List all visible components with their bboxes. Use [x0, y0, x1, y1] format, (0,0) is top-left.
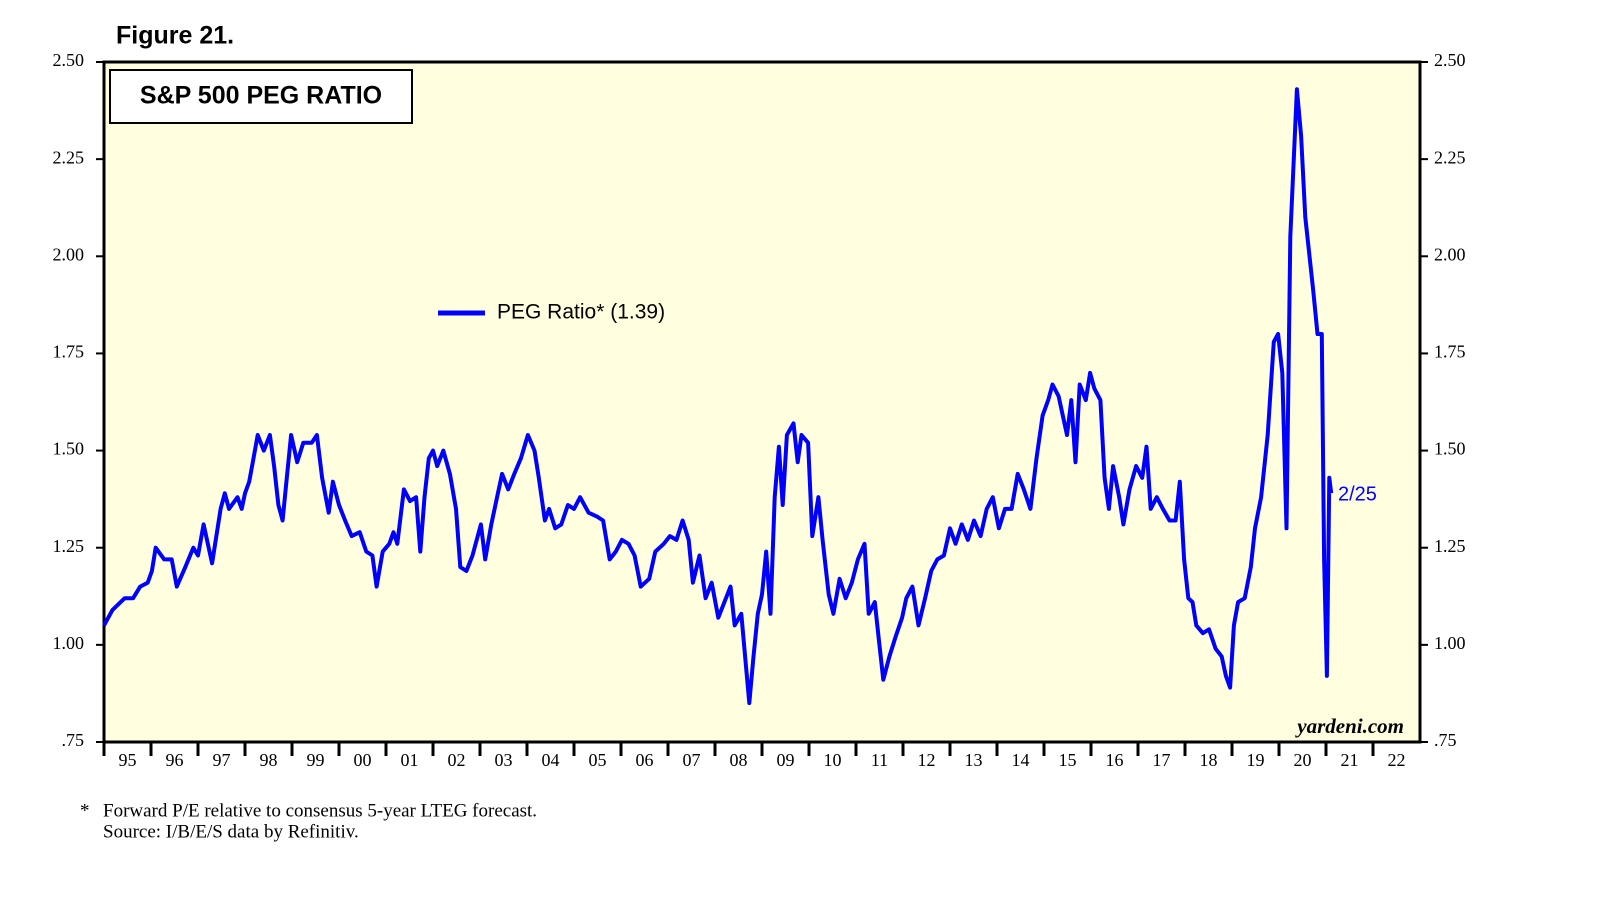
- x-tick-label: 09: [777, 750, 795, 770]
- y-tick-label: .75: [62, 730, 85, 750]
- legend-label: PEG Ratio* (1.39): [497, 301, 665, 324]
- y2-tick-label: 1.50: [1434, 439, 1466, 459]
- x-tick-label: 12: [918, 750, 936, 770]
- y2-tick-label: 1.75: [1434, 342, 1466, 362]
- x-tick-label: 99: [307, 750, 325, 770]
- y2-tick-label: .75: [1434, 730, 1457, 750]
- x-tick-label: 11: [871, 750, 888, 770]
- plot-area: [102, 60, 1422, 744]
- x-tick-label: 98: [260, 750, 278, 770]
- x-tick-label: 95: [119, 750, 137, 770]
- y2-tick-label: 2.00: [1434, 244, 1466, 264]
- x-tick-label: 21: [1341, 750, 1359, 770]
- x-tick-label: 00: [354, 750, 372, 770]
- x-tick-label: 02: [448, 750, 466, 770]
- x-tick-label: 01: [401, 750, 419, 770]
- footnote: Forward P/E relative to consensus 5-year…: [103, 800, 537, 821]
- x-tick-label: 13: [965, 750, 983, 770]
- footnote: Source: I/B/E/S data by Refinitiv.: [103, 821, 359, 842]
- y-tick-label: 1.75: [53, 342, 85, 362]
- y-tick-label: 2.50: [53, 50, 85, 70]
- x-tick-label: 06: [636, 750, 654, 770]
- x-tick-label: 07: [683, 750, 701, 770]
- x-tick-label: 05: [589, 750, 607, 770]
- line: [102, 87, 1334, 706]
- y2-tick-label: 1.25: [1434, 536, 1466, 556]
- y-tick-label: 2.00: [53, 244, 85, 264]
- x-tick-label: 03: [495, 750, 513, 770]
- watermark: yardeni.com: [1294, 714, 1404, 738]
- x-tick-label: 14: [1012, 750, 1030, 770]
- chart-title: S&P 500 PEG RATIO: [140, 82, 382, 110]
- y2-tick-label: 2.25: [1434, 147, 1466, 167]
- y-tick-label: 1.00: [53, 633, 85, 653]
- annotation: 2/25: [1338, 483, 1377, 505]
- x-tick-label: 18: [1200, 750, 1218, 770]
- x-tick-label: 08: [730, 750, 748, 770]
- y2-tick-label: 2.50: [1434, 50, 1466, 70]
- x-tick-label: 17: [1153, 750, 1171, 770]
- x-tick-label: 15: [1059, 750, 1077, 770]
- x-tick-label: 19: [1247, 750, 1265, 770]
- x-tick-label: 20: [1294, 750, 1312, 770]
- footnote-marker: *: [80, 800, 90, 821]
- y-tick-label: 2.25: [53, 147, 85, 167]
- x-tick-label: 96: [166, 750, 184, 770]
- y-tick-label: 1.50: [53, 439, 85, 459]
- x-tick-label: 10: [824, 750, 842, 770]
- x-tick-label: 97: [213, 750, 231, 770]
- figure-label: Figure 21.: [116, 22, 234, 50]
- x-tick-label: 22: [1388, 750, 1406, 770]
- x-tick-label: 16: [1106, 750, 1124, 770]
- y-tick-label: 1.25: [53, 536, 85, 556]
- x-tick-label: 04: [542, 750, 560, 770]
- title-box: [109, 69, 413, 124]
- y2-tick-label: 1.00: [1434, 633, 1466, 653]
